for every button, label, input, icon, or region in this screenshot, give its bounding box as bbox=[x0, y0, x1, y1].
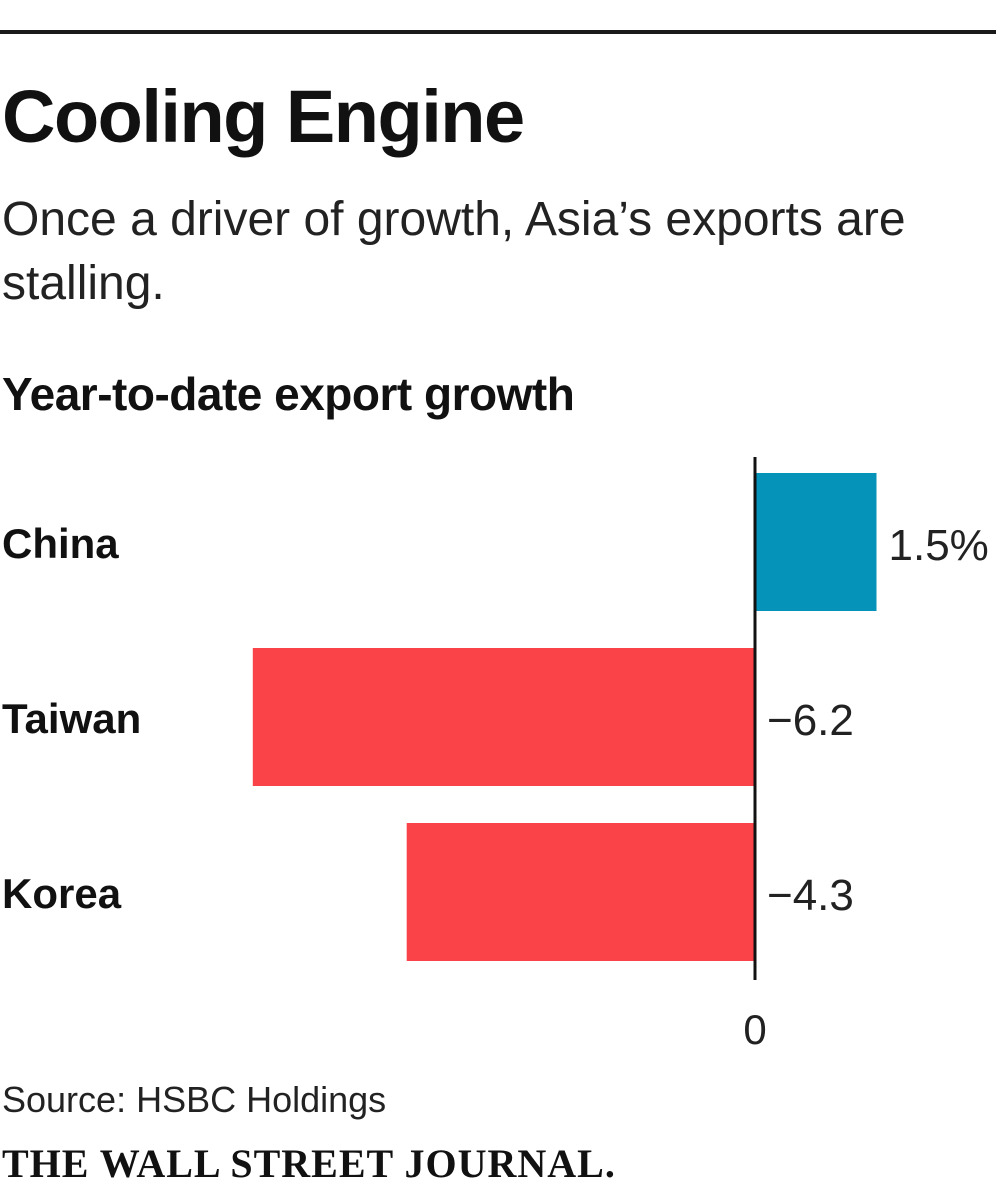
category-label-china: China bbox=[2, 520, 119, 567]
top-rule bbox=[0, 30, 996, 34]
value-label-china: 1.5% bbox=[889, 521, 989, 570]
bar-taiwan bbox=[252, 648, 756, 786]
bar-china bbox=[755, 473, 877, 611]
value-label-korea: −4.3 bbox=[767, 871, 854, 920]
chart-svg: China 1.5% Taiwan −6.2 Korea −4.3 0 bbox=[2, 457, 989, 1053]
value-label-taiwan: −6.2 bbox=[767, 696, 854, 745]
source-note: Source: HSBC Holdings bbox=[2, 1079, 387, 1120]
category-label-taiwan: Taiwan bbox=[2, 695, 141, 742]
publisher-credit: THE WALL STREET JOURNAL. bbox=[2, 1141, 616, 1186]
chart-subtitle: Once a driver of growth, Asia’s exports … bbox=[2, 193, 906, 310]
chart-label: Year-to-date export growth bbox=[2, 368, 575, 420]
bar-korea bbox=[406, 823, 755, 961]
chart-title: Cooling Engine bbox=[2, 75, 525, 158]
bar-chart: China 1.5% Taiwan −6.2 Korea −4.3 0 bbox=[0, 440, 1001, 1060]
category-label-korea: Korea bbox=[2, 870, 122, 917]
zero-tick-label: 0 bbox=[743, 1006, 766, 1053]
